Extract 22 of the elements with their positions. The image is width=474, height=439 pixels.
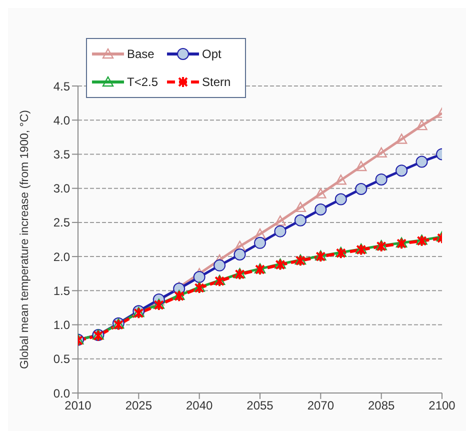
y-tick-label: 1.5 bbox=[53, 284, 70, 298]
y-tick-label: 1.0 bbox=[53, 318, 70, 332]
legend-label: Base bbox=[127, 47, 154, 61]
x-tick-label: 2100 bbox=[428, 398, 456, 413]
x-tick-label: 2070 bbox=[307, 398, 334, 413]
y-tick-label: 3.0 bbox=[53, 182, 70, 196]
y-tick-label: 0.5 bbox=[53, 352, 70, 366]
y-tick-label: 2.5 bbox=[53, 216, 70, 230]
y-tick-label: 4.0 bbox=[53, 113, 70, 128]
x-tick-label: 2055 bbox=[246, 398, 274, 413]
y-tick-label: 4.5 bbox=[53, 79, 70, 94]
x-tick-label: 2025 bbox=[125, 398, 152, 413]
y-tick-label: 3.5 bbox=[53, 147, 70, 162]
legend-label: Stern bbox=[202, 75, 231, 89]
y-tick-label: 0.0 bbox=[53, 386, 70, 400]
legend-label: T<2.5 bbox=[127, 75, 158, 89]
x-tick-label: 2085 bbox=[368, 398, 396, 413]
y-axis-title: Global mean temperature increase (from 1900, °C) bbox=[19, 110, 32, 369]
legend-label: Opt bbox=[202, 47, 222, 61]
x-tick-label: 2040 bbox=[186, 398, 214, 413]
y-tick-label: 2.0 bbox=[53, 250, 70, 264]
x-tick-label: 2010 bbox=[64, 398, 92, 413]
